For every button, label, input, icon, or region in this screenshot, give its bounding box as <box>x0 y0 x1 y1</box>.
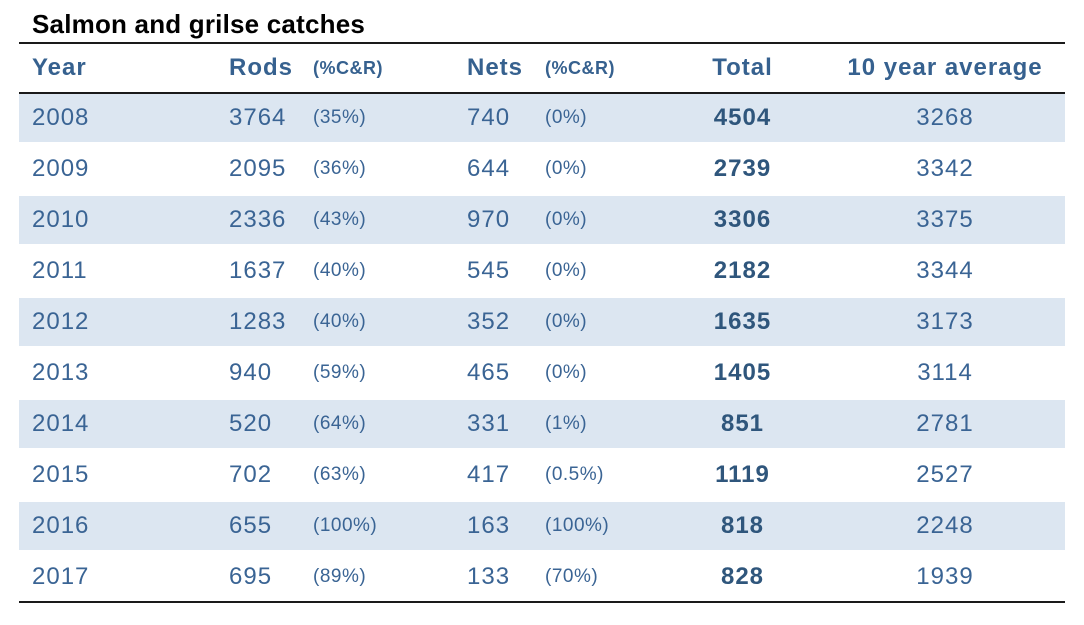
table-title: Salmon and grilse catches <box>32 9 366 39</box>
cell-rods: 520 <box>229 400 312 451</box>
cell-year: 2011 <box>19 247 229 298</box>
cell-year: 2008 <box>19 94 229 145</box>
cell-nets-cr: (70%) <box>544 553 690 603</box>
cell-rods: 2095 <box>229 145 312 196</box>
cell-10yr-avg: 3342 <box>795 145 1065 196</box>
table-row: 2008 3764 (35%) 740 (0%) 4504 3268 <box>19 94 1065 145</box>
cell-10yr-avg: 3344 <box>795 247 1065 298</box>
cell-rods: 655 <box>229 502 312 553</box>
cell-nets: 163 <box>467 502 544 553</box>
cell-rods: 940 <box>229 349 312 400</box>
cell-rods-cr: (40%) <box>312 247 467 298</box>
table-row: 2010 2336 (43%) 970 (0%) 3306 3375 <box>19 196 1065 247</box>
cell-10yr-avg: 3268 <box>795 94 1065 145</box>
column-header-rods-cr: (%C&R) <box>312 44 467 94</box>
cell-nets-cr: (0%) <box>544 349 690 400</box>
table-row: 2014 520 (64%) 331 (1%) 851 2781 <box>19 400 1065 451</box>
cell-year: 2014 <box>19 400 229 451</box>
cell-nets: 352 <box>467 298 544 349</box>
column-header-rods: Rods <box>229 44 312 94</box>
cell-total: 1405 <box>690 349 795 400</box>
cell-rods-cr: (35%) <box>312 94 467 145</box>
cell-nets: 740 <box>467 94 544 145</box>
cell-rods-cr: (40%) <box>312 298 467 349</box>
cell-year: 2012 <box>19 298 229 349</box>
table-row: 2017 695 (89%) 133 (70%) 828 1939 <box>19 553 1065 603</box>
cell-rods: 2336 <box>229 196 312 247</box>
cell-year: 2009 <box>19 145 229 196</box>
cell-nets-cr: (1%) <box>544 400 690 451</box>
cell-nets-cr: (100%) <box>544 502 690 553</box>
cell-nets: 133 <box>467 553 544 603</box>
cell-total: 1119 <box>690 451 795 502</box>
cell-total: 2182 <box>690 247 795 298</box>
cell-rods: 695 <box>229 553 312 603</box>
table-row: 2009 2095 (36%) 644 (0%) 2739 3342 <box>19 145 1065 196</box>
cell-10yr-avg: 2248 <box>795 502 1065 553</box>
column-header-nets-cr: (%C&R) <box>544 44 690 94</box>
cell-10yr-avg: 1939 <box>795 553 1065 603</box>
cell-rods: 1283 <box>229 298 312 349</box>
cell-nets-cr: (0%) <box>544 94 690 145</box>
table-row: 2016 655 (100%) 163 (100%) 818 2248 <box>19 502 1065 553</box>
cell-total: 3306 <box>690 196 795 247</box>
cell-total: 818 <box>690 502 795 553</box>
cell-total: 828 <box>690 553 795 603</box>
cell-total: 4504 <box>690 94 795 145</box>
table-row: 2013 940 (59%) 465 (0%) 1405 3114 <box>19 349 1065 400</box>
cell-rods: 1637 <box>229 247 312 298</box>
column-header-10yr-avg: 10 year average <box>795 44 1065 94</box>
cell-nets-cr: (0%) <box>544 298 690 349</box>
cell-rods: 3764 <box>229 94 312 145</box>
cell-rods-cr: (64%) <box>312 400 467 451</box>
cell-nets: 970 <box>467 196 544 247</box>
salmon-catches-table: Year Rods (%C&R) Nets (%C&R) Total 10 ye… <box>19 42 1065 603</box>
cell-year: 2010 <box>19 196 229 247</box>
column-header-year: Year <box>19 44 229 94</box>
cell-year: 2015 <box>19 451 229 502</box>
cell-year: 2017 <box>19 553 229 603</box>
cell-rods-cr: (100%) <box>312 502 467 553</box>
cell-10yr-avg: 3173 <box>795 298 1065 349</box>
cell-rods: 702 <box>229 451 312 502</box>
cell-nets-cr: (0%) <box>544 196 690 247</box>
cell-10yr-avg: 3375 <box>795 196 1065 247</box>
table-row: 2015 702 (63%) 417 (0.5%) 1119 2527 <box>19 451 1065 502</box>
cell-rods-cr: (63%) <box>312 451 467 502</box>
table-body: 2008 3764 (35%) 740 (0%) 4504 3268 2009 2095 (36%… <box>19 94 1065 603</box>
column-header-nets: Nets <box>467 44 544 94</box>
cell-nets: 644 <box>467 145 544 196</box>
cell-10yr-avg: 3114 <box>795 349 1065 400</box>
cell-year: 2016 <box>19 502 229 553</box>
cell-rods-cr: (59%) <box>312 349 467 400</box>
table-row: 2011 1637 (40%) 545 (0%) 2182 3344 <box>19 247 1065 298</box>
cell-year: 2013 <box>19 349 229 400</box>
cell-total: 851 <box>690 400 795 451</box>
cell-nets: 417 <box>467 451 544 502</box>
cell-nets: 545 <box>467 247 544 298</box>
column-header-total: Total <box>690 44 795 94</box>
header-row: Year Rods (%C&R) Nets (%C&R) Total 10 ye… <box>19 44 1065 94</box>
cell-10yr-avg: 2527 <box>795 451 1065 502</box>
table-header: Year Rods (%C&R) Nets (%C&R) Total 10 ye… <box>19 44 1065 94</box>
cell-rods-cr: (89%) <box>312 553 467 603</box>
cell-total: 2739 <box>690 145 795 196</box>
cell-10yr-avg: 2781 <box>795 400 1065 451</box>
cell-total: 1635 <box>690 298 795 349</box>
cell-nets-cr: (0%) <box>544 247 690 298</box>
cell-nets: 465 <box>467 349 544 400</box>
table-row: 2012 1283 (40%) 352 (0%) 1635 3173 <box>19 298 1065 349</box>
cell-nets-cr: (0%) <box>544 145 690 196</box>
cell-nets-cr: (0.5%) <box>544 451 690 502</box>
cell-nets: 331 <box>467 400 544 451</box>
cell-rods-cr: (43%) <box>312 196 467 247</box>
cell-rods-cr: (36%) <box>312 145 467 196</box>
